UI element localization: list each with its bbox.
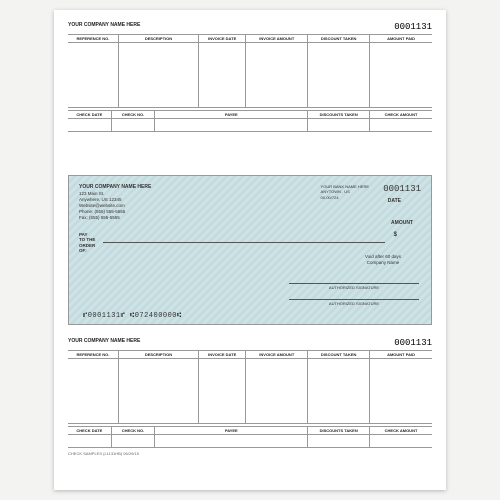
col-invamt: INVOICE AMOUNT	[246, 35, 307, 43]
col-disc: DISCOUNT TAKEN	[308, 35, 369, 43]
check-body: YOUR COMPANY NAME HERE 123 Main St. Anyw…	[68, 175, 432, 325]
footer-text: CHECK SAMPLES (L1131HB) 06/29/15	[68, 451, 432, 456]
pay-to-order: PAY TO THE ORDER OF:	[79, 232, 95, 254]
dollar-sign: $	[394, 232, 397, 238]
amount-label: AMOUNT	[391, 220, 413, 226]
amount-rule	[103, 242, 385, 243]
stub-totals: CHECK DATE CHECK NO. PAYEE DISCOUNTS TAK…	[68, 426, 432, 448]
bank-block: YOUR BANK NAME HERE ANYTOWN , US 00-00/7…	[321, 184, 369, 221]
stub-table: REFERENCE NO. DESCRIPTION INVOICE DATE I…	[68, 34, 432, 108]
stub-bottom: YOUR COMPANY NAME HERE 0001131 REFERENCE…	[68, 338, 432, 478]
col-desc: DESCRIPTION	[119, 35, 198, 43]
stub-table: REFERENCE NO. DESCRIPTION INVOICE DATE I…	[68, 350, 432, 424]
check-number: 0001131	[394, 22, 432, 32]
stub-top: YOUR COMPANY NAME HERE 0001131 REFERENCE…	[68, 22, 432, 162]
signature-line-2: AUTHORIZED SIGNATURE	[289, 299, 419, 306]
micr-line: ⑈0001131⑈ ⑆072400000⑆	[83, 312, 182, 320]
check-number: 0001131	[394, 338, 432, 348]
date-label: DATE	[388, 198, 401, 204]
check-sheet: YOUR COMPANY NAME HERE 0001131 REFERENCE…	[54, 10, 446, 490]
payer-block: YOUR COMPANY NAME HERE 123 Main St. Anyw…	[79, 184, 151, 221]
col-paid: AMOUNT PAID	[370, 35, 432, 43]
company-name: YOUR COMPANY NAME HERE	[68, 22, 140, 32]
check-number: 0001131	[383, 184, 421, 194]
col-invdate: INVOICE DATE	[199, 35, 245, 43]
void-text: Void after 60 days Company Name	[365, 254, 401, 266]
stub-totals: CHECK DATE CHECK NO. PAYEE DISCOUNTS TAK…	[68, 110, 432, 132]
col-ref: REFERENCE NO.	[68, 35, 118, 43]
signature-line-1: AUTHORIZED SIGNATURE	[289, 283, 419, 290]
company-name: YOUR COMPANY NAME HERE	[68, 338, 140, 348]
